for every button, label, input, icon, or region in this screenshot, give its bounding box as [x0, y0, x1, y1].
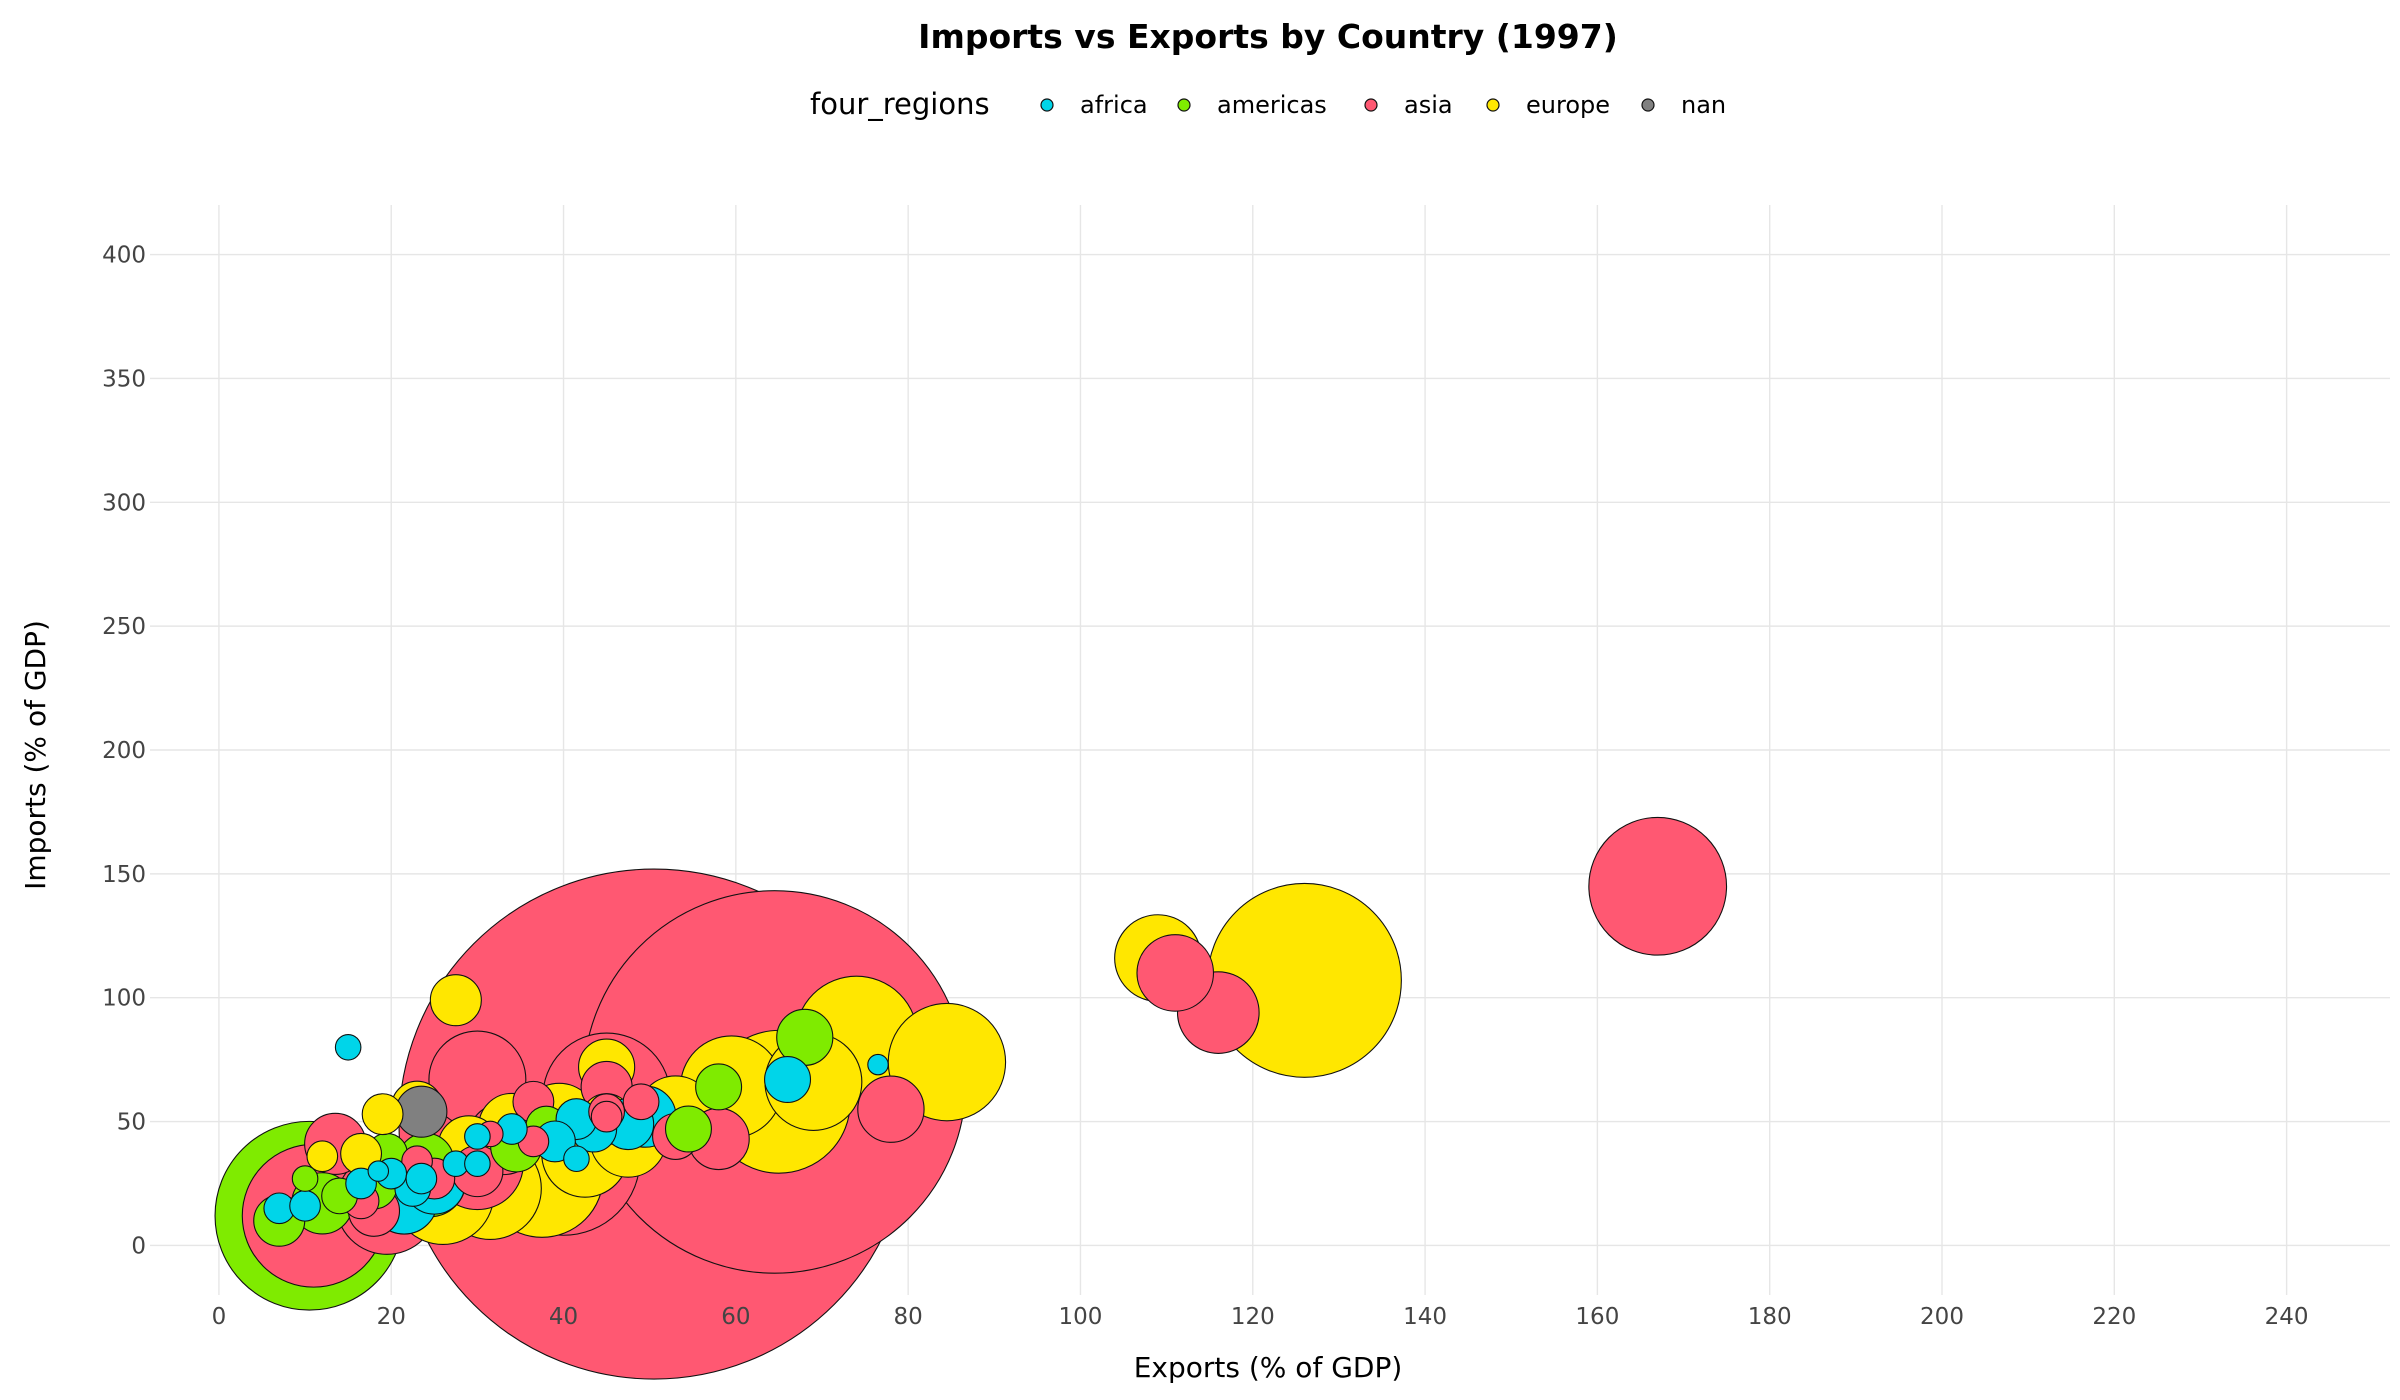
y-tick-label: 150	[102, 862, 146, 888]
y-tick-label: 200	[102, 738, 146, 764]
legend-marker-africa	[1040, 98, 1054, 112]
x-tick-label: 240	[2265, 1304, 2309, 1330]
legend-marker-nan	[1641, 98, 1655, 112]
legend-label-africa: africa	[1080, 91, 1148, 119]
x-tick-label: 120	[1231, 1304, 1275, 1330]
bubble-africa	[764, 1055, 812, 1103]
x-tick-label: 80	[894, 1304, 923, 1330]
bubble-europe	[361, 1093, 404, 1136]
x-tick-label: 220	[2092, 1304, 2136, 1330]
chart-title: Imports vs Exports by Country (1997)	[918, 17, 1618, 56]
legend: four_regions africa americas asia europe nan	[810, 87, 1726, 121]
y-axis-ticks: 0 50 100 150 200 250 300 350 400	[102, 243, 146, 1260]
y-tick-label: 350	[102, 366, 146, 392]
x-tick-label: 20	[377, 1304, 406, 1330]
legend-label-asia: asia	[1404, 91, 1453, 119]
legend-marker-asia	[1364, 98, 1378, 112]
bubble-africa	[464, 1123, 491, 1150]
bubble-africa	[563, 1145, 590, 1173]
bubble-africa	[334, 1033, 362, 1061]
bubble-africa	[289, 1189, 321, 1222]
legend-label-americas: americas	[1217, 91, 1327, 119]
bubble-americas	[664, 1105, 712, 1153]
x-tick-label: 60	[721, 1304, 750, 1330]
legend-label-nan: nan	[1681, 91, 1726, 119]
x-axis-ticks: 0 20 40 60 80 100 120 140 160 180 200 220 240	[212, 1304, 2309, 1330]
legend-marker-europe	[1486, 98, 1500, 112]
x-tick-label: 140	[1403, 1304, 1447, 1330]
bubble-asia	[622, 1083, 660, 1121]
y-tick-label: 400	[102, 243, 146, 269]
bubble-asia	[1136, 934, 1215, 1012]
x-tick-label: 100	[1059, 1304, 1103, 1330]
bubble-africa	[867, 1053, 889, 1076]
bubble-africa	[367, 1160, 390, 1182]
bubble-americas	[291, 1165, 319, 1192]
bubble-europe	[429, 974, 482, 1027]
bubble-asia	[1588, 816, 1728, 956]
x-tick-label: 160	[1575, 1304, 1619, 1330]
bubble-americas	[695, 1063, 743, 1111]
bubble-africa	[464, 1150, 491, 1178]
legend-label-europe: europe	[1526, 91, 1610, 119]
y-tick-label: 250	[102, 614, 146, 640]
y-tick-label: 300	[102, 490, 146, 516]
bubbles	[214, 816, 1728, 1380]
legend-marker-americas	[1177, 98, 1191, 112]
bubble-asia	[857, 1075, 925, 1143]
y-tick-label: 0	[131, 1233, 146, 1259]
bubble-europe	[306, 1140, 339, 1173]
bubble-nan	[395, 1085, 448, 1138]
grid	[150, 205, 2390, 1295]
x-tick-label: 40	[549, 1304, 578, 1330]
bubble-asia	[590, 1100, 623, 1133]
x-axis-label: Exports (% of GDP)	[1134, 1351, 1403, 1384]
x-tick-label: 180	[1748, 1304, 1792, 1330]
y-tick-label: 100	[102, 986, 146, 1012]
x-tick-label: 0	[212, 1304, 227, 1330]
y-axis-label: Imports (% of GDP)	[19, 620, 52, 890]
x-tick-label: 200	[1920, 1304, 1964, 1330]
y-tick-label: 50	[117, 1110, 146, 1136]
legend-title: four_regions	[810, 87, 990, 121]
bubble-africa	[405, 1162, 438, 1195]
